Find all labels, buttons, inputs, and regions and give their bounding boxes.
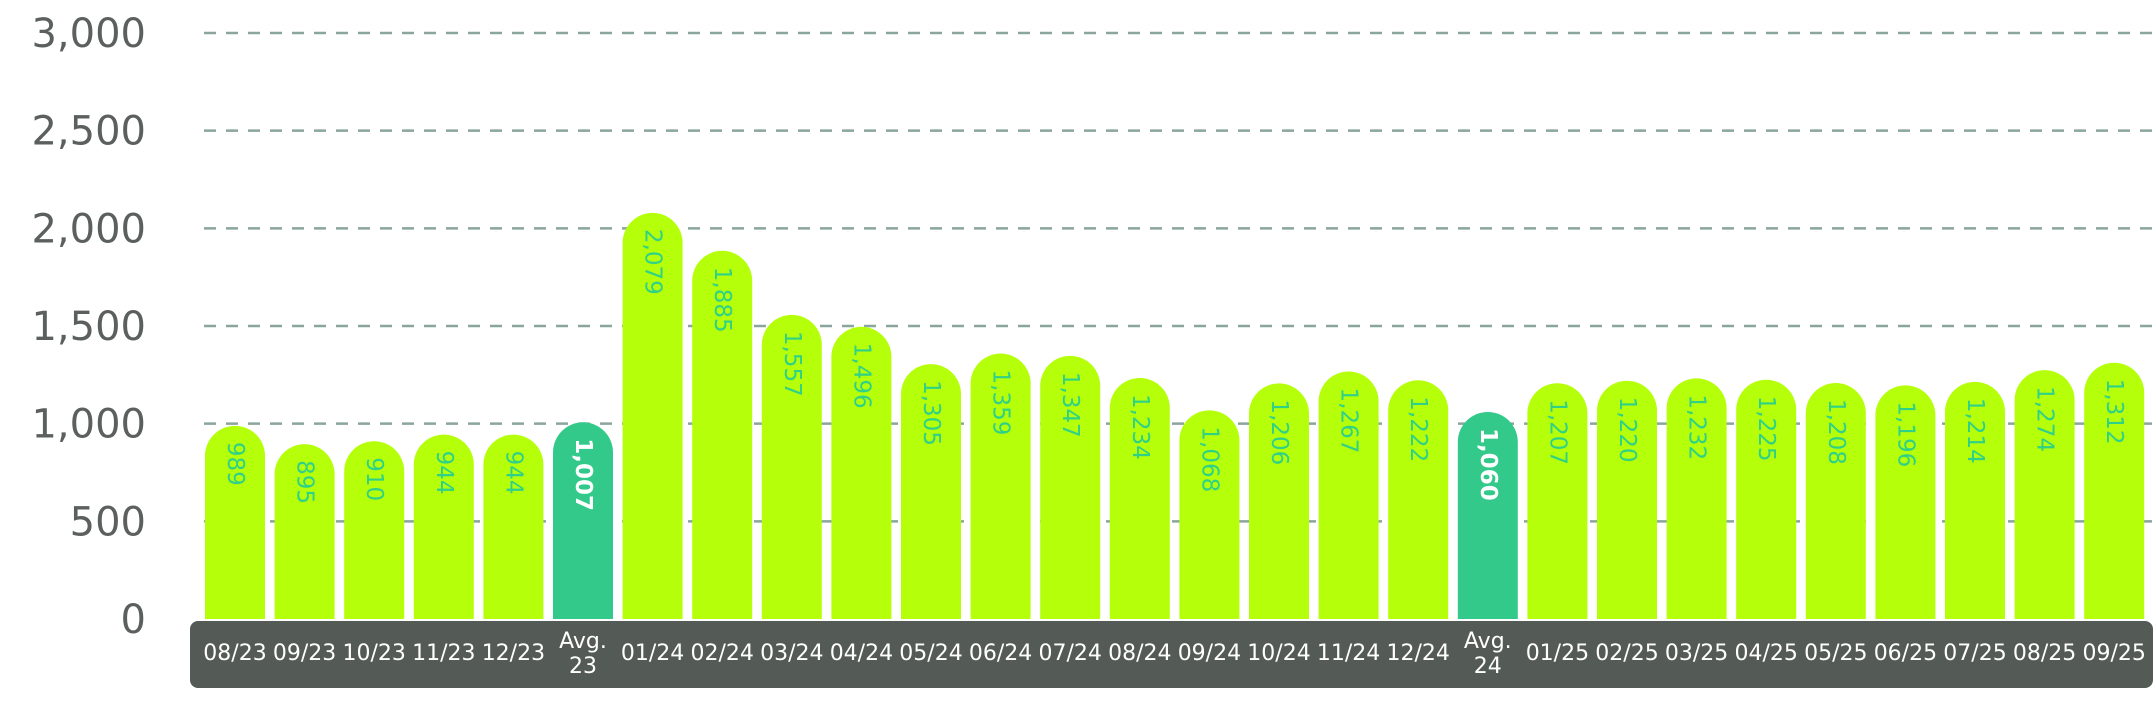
- value-label: 1,234: [1127, 394, 1153, 460]
- y-axis: 0 500 1,000 1,500 2,000 2,500 3,000: [31, 11, 146, 643]
- x-tick-label: 05/24: [899, 641, 962, 666]
- x-tick-label: 06/24: [969, 641, 1032, 666]
- x-axis-band: [190, 621, 2153, 688]
- x-tick-label: 09/24: [1178, 641, 1241, 666]
- x-tick-label: 12/23: [482, 641, 545, 666]
- x-tick-label: 11/23: [412, 641, 475, 666]
- bar: [761, 314, 822, 619]
- value-labels: 989 895 910 944 944 1,007 2,079 1,885 1,557 1,496…: [222, 229, 2127, 511]
- x-tick-label: 10/23: [342, 641, 405, 666]
- x-tick-label: 10/24: [1247, 641, 1310, 666]
- value-label: 1,347: [1057, 372, 1083, 438]
- bar: [205, 425, 265, 619]
- value-label: 1,206: [1266, 399, 1292, 465]
- y-tick-label: 1,500: [31, 304, 146, 350]
- bar: [1318, 371, 1379, 619]
- value-label: 1,208: [1823, 399, 1849, 465]
- value-label: 1,557: [779, 331, 805, 397]
- value-label: 895: [292, 460, 318, 504]
- value-label: 1,232: [1684, 394, 1710, 460]
- bar: [970, 353, 1031, 619]
- bar: [274, 444, 335, 619]
- x-tick-label: 09/23: [273, 641, 336, 666]
- bar: [1527, 383, 1588, 619]
- value-label: 1,214: [1962, 398, 1988, 464]
- x-tick-label: 11/24: [1317, 641, 1380, 666]
- bar: [1597, 380, 1657, 619]
- value-label: 1,196: [1892, 401, 1918, 467]
- bar: [1388, 380, 1449, 619]
- y-tick-label: 3,000: [31, 11, 146, 57]
- value-label: 1,496: [848, 343, 874, 409]
- y-tick-label: 0: [121, 597, 146, 643]
- value-label: 1,274: [2032, 386, 2058, 452]
- x-tick-label: 04/24: [830, 641, 893, 666]
- x-tick-label: 08/25: [2013, 641, 2076, 666]
- value-label: 1,312: [2101, 379, 2127, 445]
- bar: [1666, 378, 1727, 619]
- bar: [1249, 383, 1309, 619]
- x-tick-label: 01/24: [621, 641, 684, 666]
- bar: [2014, 370, 2075, 619]
- bar: [1805, 383, 1866, 619]
- bar: [344, 441, 405, 619]
- value-label: 1,222: [1405, 396, 1431, 462]
- bar: [1040, 355, 1101, 619]
- x-tick-label: 09/25: [2082, 641, 2145, 666]
- value-label: 910: [361, 457, 387, 501]
- x-tick-label: 02/25: [1595, 641, 1658, 666]
- x-tick-label: 02/24: [690, 641, 753, 666]
- value-label: 1,225: [1753, 396, 1779, 462]
- bar: [1875, 385, 1936, 619]
- value-label: 1,068: [1196, 426, 1222, 492]
- bars: [205, 212, 2145, 620]
- value-label: 944: [500, 451, 526, 495]
- y-tick-label: 2,500: [31, 109, 146, 155]
- bar: [1736, 379, 1797, 619]
- bar: [483, 434, 544, 619]
- y-tick-label: 1,000: [31, 402, 146, 448]
- bar: [1109, 377, 1170, 619]
- x-tick-label: 06/25: [1874, 641, 1937, 666]
- x-tick-label: Avg. 24: [1464, 629, 1512, 679]
- bar: [1457, 411, 1518, 619]
- bar: [553, 422, 613, 619]
- value-label: 1,207: [1544, 399, 1570, 465]
- x-tick-label: 08/24: [1108, 641, 1171, 666]
- x-tick-label: 01/25: [1526, 641, 1589, 666]
- x-tick-label: 03/24: [760, 641, 823, 666]
- y-tick-label: 500: [70, 499, 146, 545]
- value-label: 1,267: [1336, 388, 1362, 454]
- x-tick-label: 07/25: [1943, 641, 2006, 666]
- x-tick-label: 12/24: [1386, 641, 1449, 666]
- value-label: 2,079: [640, 229, 666, 295]
- value-label: 1,305: [918, 380, 944, 446]
- bar: [831, 326, 892, 619]
- value-label: 1,060: [1475, 428, 1501, 501]
- x-tick-label: 03/25: [1665, 641, 1728, 666]
- bar: [692, 250, 753, 619]
- value-label: 1,220: [1614, 397, 1640, 463]
- gridlines: [204, 31, 2153, 523]
- bar: [622, 212, 683, 620]
- value-label: 1,359: [988, 370, 1014, 436]
- x-tick-label: 08/23: [203, 641, 266, 666]
- value-label: 944: [431, 451, 457, 495]
- x-tick-label: 07/24: [1038, 641, 1101, 666]
- bar: [413, 434, 474, 619]
- y-tick-label: 2,000: [31, 206, 146, 252]
- value-label: 989: [222, 442, 248, 486]
- value-label: 1,885: [709, 267, 735, 333]
- x-tick-label: 05/25: [1804, 641, 1867, 666]
- x-tick-label: Avg. 23: [559, 629, 607, 679]
- value-label: 1,007: [570, 438, 596, 511]
- bar: [901, 364, 961, 619]
- bar: [1945, 381, 2005, 619]
- bar: [1179, 410, 1240, 619]
- bar: [2084, 362, 2145, 619]
- x-tick-label: 04/25: [1734, 641, 1797, 666]
